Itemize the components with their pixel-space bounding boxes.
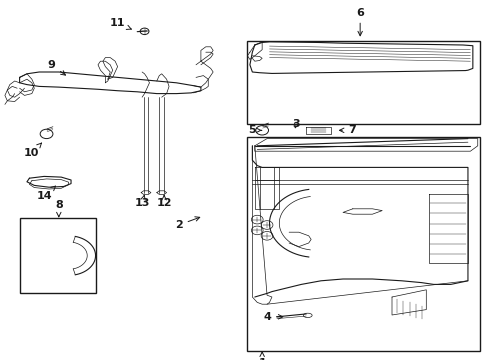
Bar — [247, 137, 480, 351]
Text: 13: 13 — [134, 195, 150, 208]
Text: 10: 10 — [24, 143, 42, 158]
Bar — [20, 218, 96, 293]
Text: 4: 4 — [263, 312, 283, 322]
Text: 11: 11 — [110, 18, 131, 30]
Text: 5: 5 — [248, 125, 262, 135]
Text: 6: 6 — [356, 8, 364, 36]
Text: 2: 2 — [175, 217, 200, 230]
Text: 9: 9 — [48, 60, 66, 75]
Text: 1: 1 — [258, 352, 266, 360]
Text: 3: 3 — [293, 119, 300, 129]
Text: 8: 8 — [55, 200, 63, 217]
Bar — [247, 41, 480, 124]
Text: 14: 14 — [36, 186, 55, 201]
Text: 7: 7 — [340, 125, 356, 135]
Text: 12: 12 — [156, 195, 172, 208]
